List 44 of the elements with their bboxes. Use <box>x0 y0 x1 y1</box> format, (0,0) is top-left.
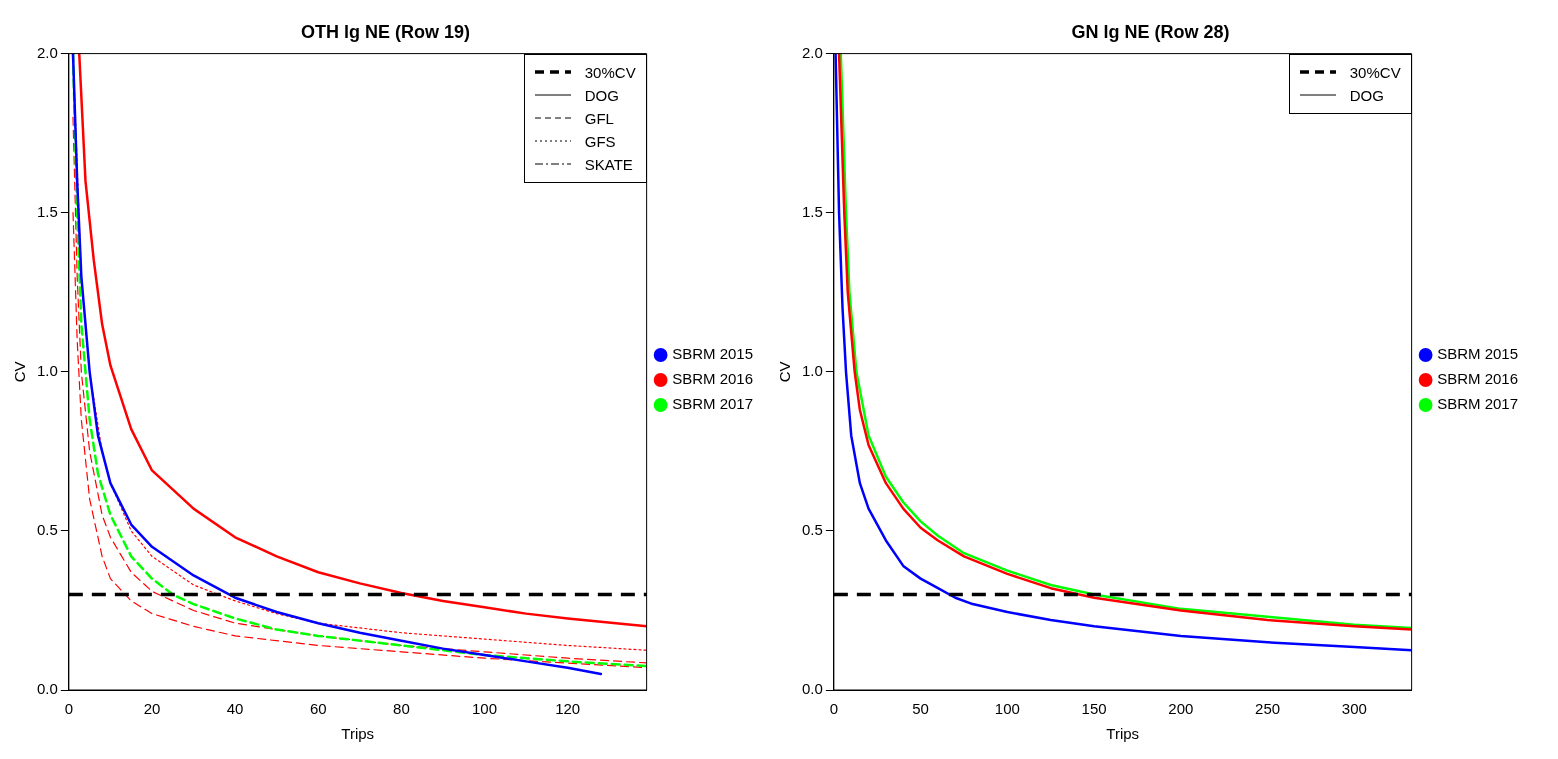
chart-title: GN lg NE (Row 28) <box>1071 21 1230 42</box>
x-tick-label: 0 <box>64 700 74 718</box>
x-tick-label: 0 <box>829 700 839 718</box>
legend-box: 30%CV DOG <box>1288 53 1412 114</box>
legend-label: SBRM 2015 <box>672 345 753 363</box>
x-tick-label: 100 <box>472 700 498 718</box>
legend-label: SBRM 2016 <box>672 370 753 388</box>
y-tick-label: 2.0 <box>801 43 823 61</box>
x-tick-label: 120 <box>555 700 581 718</box>
y-tick-label: 1.5 <box>801 202 823 220</box>
annotation: DOG <box>584 85 619 106</box>
y-tick-label: 0.5 <box>36 521 58 539</box>
x-axis-title: Trips <box>341 725 375 743</box>
x-tick-label: 100 <box>994 700 1020 718</box>
y-tick-label: 1.0 <box>36 361 58 379</box>
y-tick-label: 1.0 <box>801 361 823 379</box>
legend-label: SBRM 2017 <box>1437 395 1518 413</box>
legend-label: 30%CV <box>584 62 636 83</box>
chart-title: OTH lg NE (Row 19) <box>300 21 471 42</box>
y-tick-label: 2.0 <box>36 43 58 61</box>
annotation: GFL <box>584 108 614 129</box>
annotation: SKATE <box>584 154 633 175</box>
y-axis-title: CV <box>11 361 29 383</box>
x-tick-label: 200 <box>1168 700 1194 718</box>
y-tick-label: 0.0 <box>36 680 58 698</box>
x-axis-title: Trips <box>1106 725 1140 743</box>
y-axis-title: CV <box>776 361 794 383</box>
legend-label: SBRM 2017 <box>672 395 753 413</box>
y-tick-label: 1.5 <box>36 202 58 220</box>
x-tick-label: 50 <box>912 700 929 718</box>
x-tick-label: 300 <box>1341 700 1367 718</box>
annotation: DOG <box>1349 85 1384 106</box>
x-tick-label: 150 <box>1081 700 1107 718</box>
x-tick-label: 250 <box>1255 700 1281 718</box>
x-tick-label: 20 <box>143 700 161 718</box>
x-tick-label: 40 <box>226 700 244 718</box>
y-tick-label: 0.0 <box>801 680 823 698</box>
legend-label: 30%CV <box>1349 62 1401 83</box>
legend-label: SBRM 2015 <box>1437 345 1518 363</box>
legend-label: SBRM 2016 <box>1437 370 1518 388</box>
annotation: GFS <box>584 131 616 152</box>
x-tick-label: 60 <box>309 700 327 718</box>
y-tick-label: 0.5 <box>801 521 823 539</box>
x-tick-label: 80 <box>393 700 410 718</box>
